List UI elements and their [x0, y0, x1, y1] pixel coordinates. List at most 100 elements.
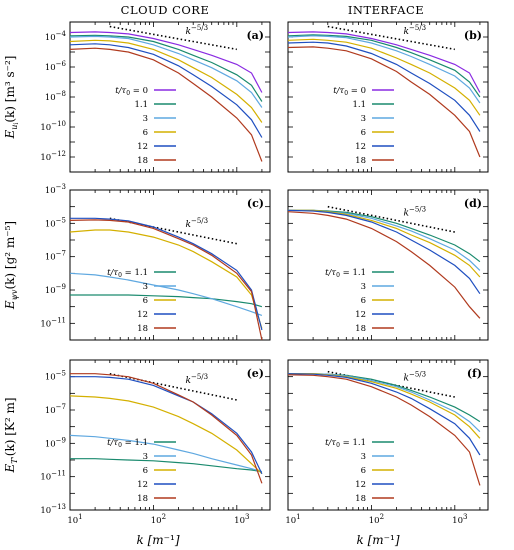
panel-label: (f)	[467, 367, 482, 380]
legend: t/τ0 = 1.1 3 6 12 18	[107, 438, 176, 504]
panel-label: (c)	[247, 197, 264, 210]
panel-c: 10−3 10−5 10−7 10−9 10−11 k−5/3 (c) t/τ0 = 1.1 3…	[40, 183, 271, 341]
y-tick-label: 10−7	[45, 250, 66, 263]
legend-entry-label: t/τ0 = 0	[333, 86, 366, 97]
legend-entry-label: t/τ0 = 1.1	[325, 438, 366, 449]
y-tick-label: 10−7	[45, 403, 66, 416]
y-tick-label: 10−10	[40, 120, 66, 133]
slope-reference-line	[327, 25, 455, 51]
legend-entry-label: t/τ0 = 1.1	[325, 268, 366, 279]
y-axis-label: Eψv(k) [g² m⁻⁵]	[3, 221, 19, 310]
legend-entry-label: 18	[355, 156, 366, 166]
series-line-t3	[69, 272, 263, 316]
slope-label: k−5/3	[185, 24, 208, 37]
legend-entry-label: 3	[143, 282, 148, 292]
x-tick-label: 102	[151, 513, 166, 526]
legend-entry-label: 12	[137, 142, 148, 152]
series-line-t1_1	[70, 458, 262, 473]
slope-reference-line	[109, 25, 237, 51]
panel-d: k−5/3 (d) t/τ0 = 1.1 3 6 12 18	[287, 189, 489, 341]
x-tick-label: 103	[234, 513, 249, 526]
legend-entry-label: 18	[137, 156, 148, 166]
series-line-t6	[69, 39, 263, 123]
legend: t/τ0 = 0 1.1 3 6 12 18	[333, 86, 394, 166]
panel-label: (b)	[464, 29, 482, 42]
legend-entry-label: t/τ0 = 1.1	[107, 438, 148, 449]
legend-entry-label: 6	[143, 466, 148, 476]
series-line-t12	[287, 41, 481, 132]
panel-label: (d)	[464, 197, 482, 210]
slope-reference-line	[109, 372, 237, 401]
legend-entry-label: 3	[361, 114, 366, 124]
series-line-t12	[287, 209, 481, 295]
plot-frame	[69, 359, 271, 511]
column-title-interface: INTERFACE	[348, 3, 424, 17]
series-line-t12	[287, 373, 481, 456]
x-axis-label-right: k [m⁻¹]	[357, 533, 400, 547]
legend-entry-label: 1.1	[352, 100, 366, 110]
y-tick-label: 10−5	[45, 370, 66, 383]
panel-f: 101 102 103 k−5/3 (f) t/τ0 = 1.1 3 6 12 18	[285, 359, 489, 526]
series-line-t6	[287, 38, 481, 116]
legend-entry-label: 12	[355, 480, 366, 490]
plot-frame	[287, 189, 489, 341]
series-line-t3	[69, 35, 263, 108]
y-tick-label: 10−3	[45, 183, 66, 196]
x-tick-label: 101	[67, 513, 82, 526]
slope-label: k−5/3	[403, 205, 426, 218]
plot-frame	[287, 359, 489, 511]
legend-entry-label: 6	[361, 296, 366, 306]
x-axis-label-left: k [m⁻¹]	[137, 533, 180, 547]
series-line-t12	[70, 376, 263, 474]
panel-label: (a)	[246, 29, 264, 42]
legend: t/τ0 = 1.1 3 6 12 18	[325, 438, 394, 504]
legend: t/τ0 = 1.1 3 6 12 18	[325, 268, 394, 334]
y-tick-label: 10−11	[40, 470, 66, 483]
slope-reference-line	[327, 205, 455, 233]
series-line-t18	[287, 211, 481, 319]
series-line-t18	[70, 373, 263, 484]
legend-entry-label: t/τ0 = 0	[115, 86, 148, 97]
panels: 10−4 10−6 10−8 10−10 10−12 k−5/3 (a) t/τ0 = 0 1.…	[3, 21, 489, 526]
y-tick-label: 10−5	[45, 216, 66, 229]
slope-label: k−5/3	[403, 370, 426, 383]
series-line-t18	[287, 374, 481, 486]
legend-entry-label: 18	[137, 324, 148, 334]
y-tick-label: 10−13	[40, 503, 66, 516]
series-line-t3	[287, 35, 481, 104]
legend-entry-label: 18	[355, 494, 366, 504]
series-line-t18	[69, 47, 263, 162]
y-tick-label: 10−12	[40, 150, 66, 163]
series-line-t1_1	[288, 373, 481, 423]
legend-entry-label: 6	[143, 296, 148, 306]
legend-entry-label: 3	[143, 452, 148, 462]
panel-b: k−5/3 (b) t/τ0 = 0 1.1 3 6 12 18	[287, 21, 489, 173]
y-axis-label: ET'(k) [K² m]	[3, 397, 19, 473]
panel-a: 10−4 10−6 10−8 10−10 10−12 k−5/3 (a) t/τ0 = 0 1.…	[40, 21, 271, 173]
series-line-t0	[287, 31, 481, 93]
legend-entry-label: 18	[137, 494, 148, 504]
x-tick-label: 102	[369, 513, 384, 526]
legend-entry-label: 6	[143, 128, 148, 138]
legend-entry-label: 3	[361, 282, 366, 292]
y-tick-label: 10−9	[45, 436, 66, 449]
series-line-t18	[287, 46, 481, 158]
series-line-t12	[70, 217, 263, 331]
y-tick-label: 10−8	[45, 90, 66, 103]
legend-entry-label: 12	[137, 310, 148, 320]
y-axis-label: Eui(k) [m³ s⁻²]	[3, 56, 20, 140]
legend-entry-label: 12	[355, 310, 366, 320]
slope-label: k−5/3	[185, 217, 208, 230]
legend: t/τ0 = 0 1.1 3 6 12 18	[115, 86, 176, 166]
y-tick-label: 10−6	[45, 60, 67, 73]
series-line-t18	[69, 219, 263, 341]
legend-entry-label: 6	[361, 128, 366, 138]
column-title-cloud-core: CLOUD CORE	[121, 3, 210, 17]
y-tick-label: 10−11	[40, 316, 66, 329]
slope-reference-line	[109, 217, 237, 245]
series-line-t1_1	[70, 294, 263, 308]
legend-entry-label: 3	[143, 114, 148, 124]
legend-entry-label: 1.1	[134, 100, 148, 110]
